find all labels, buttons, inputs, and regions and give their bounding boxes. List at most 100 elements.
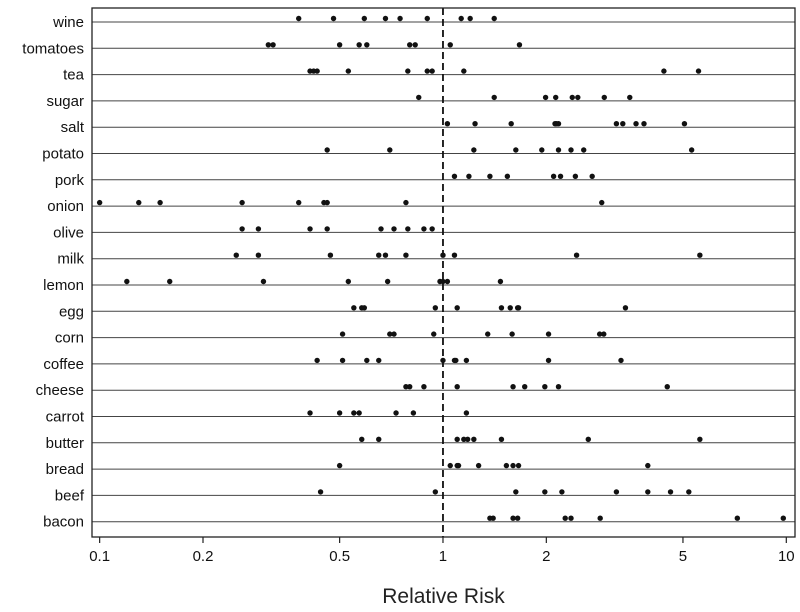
point-egg-5 [498, 305, 505, 311]
x-tick-label-2: 2 [542, 548, 550, 565]
x-tick-label-0.1: 0.1 [89, 548, 110, 565]
point-pork-2 [487, 173, 493, 179]
point-carrot-0 [307, 410, 313, 416]
point-butter-8 [697, 436, 703, 442]
point-salt-5 [553, 121, 560, 127]
category-rows: wine tomatoes tea sugar salt potato pork onion o… [22, 14, 795, 531]
point-olive-5 [391, 226, 397, 232]
point-tomatoes-6 [412, 42, 418, 48]
point-potato-6 [568, 147, 574, 153]
point-pork-5 [557, 173, 564, 179]
point-beef-8 [686, 489, 692, 495]
point-olive-6 [405, 226, 411, 232]
point-cheese-0 [403, 384, 409, 390]
point-cheese-6 [542, 384, 548, 390]
point-bread-8 [645, 462, 651, 469]
point-onion-4 [296, 199, 302, 206]
point-sugar-0 [416, 94, 422, 101]
point-bread-0 [336, 462, 343, 469]
x-tick-label-0.2: 0.2 [193, 548, 214, 565]
point-sugar-3 [553, 94, 559, 101]
point-beef-6 [645, 489, 651, 495]
point-pork-1 [466, 173, 472, 179]
x-tick-label-5: 5 [679, 548, 687, 565]
point-coffee-9 [618, 357, 624, 364]
point-beef-3 [542, 489, 548, 495]
point-tea-9 [695, 68, 702, 74]
point-cheese-2 [421, 384, 427, 390]
point-coffee-4 [440, 357, 446, 364]
point-pork-7 [589, 173, 595, 179]
category-label-bread: bread [46, 461, 84, 478]
category-label-onion: onion [47, 198, 84, 215]
point-onion-1 [136, 199, 142, 206]
point-milk-9 [697, 252, 703, 258]
point-butter-6 [498, 436, 505, 442]
point-coffee-7 [463, 357, 470, 364]
point-egg-6 [507, 305, 513, 311]
point-butter-1 [376, 436, 382, 442]
point-corn-8 [601, 331, 607, 337]
point-coffee-0 [314, 357, 320, 364]
point-bacon-4 [562, 515, 568, 521]
point-cheese-1 [407, 384, 413, 390]
point-milk-0 [233, 252, 239, 258]
point-sugar-2 [542, 94, 549, 101]
point-corn-4 [485, 331, 491, 337]
point-carrot-3 [356, 410, 362, 416]
point-bread-4 [475, 462, 482, 469]
point-corn-6 [545, 331, 552, 337]
point-pork-3 [504, 173, 511, 179]
x-tick-label-0.5: 0.5 [329, 548, 350, 565]
point-salt-10 [681, 121, 688, 127]
point-coffee-3 [376, 357, 382, 364]
point-bacon-2 [510, 515, 516, 521]
point-salt-0 [444, 121, 451, 127]
point-corn-0 [339, 331, 346, 337]
point-olive-7 [421, 226, 427, 232]
point-bread-3 [455, 462, 462, 469]
point-bacon-1 [490, 515, 496, 521]
point-lemon-0 [124, 278, 130, 285]
point-milk-6 [440, 252, 446, 258]
point-beef-5 [613, 489, 620, 495]
category-label-coffee: coffee [43, 356, 84, 373]
point-milk-2 [327, 252, 334, 258]
point-butter-3 [461, 436, 467, 442]
point-lemon-8 [497, 278, 504, 285]
point-onion-3 [239, 199, 245, 206]
point-milk-5 [403, 252, 409, 258]
point-pork-4 [550, 173, 557, 179]
point-potato-2 [471, 147, 477, 153]
category-label-lemon: lemon [43, 277, 84, 294]
point-butter-5 [471, 436, 477, 442]
point-tea-2 [314, 68, 320, 74]
point-bacon-6 [597, 515, 603, 521]
category-label-cheese: cheese [36, 382, 84, 399]
point-wine-1 [330, 15, 337, 22]
point-wine-0 [296, 15, 302, 22]
point-wine-8 [491, 15, 497, 22]
point-butter-0 [359, 436, 365, 442]
point-cheese-5 [522, 384, 528, 390]
category-label-tea: tea [63, 67, 85, 84]
point-potato-8 [688, 147, 695, 153]
point-carrot-6 [463, 410, 470, 416]
point-wine-6 [458, 15, 464, 22]
point-tomatoes-4 [364, 42, 370, 48]
point-potato-0 [324, 147, 330, 153]
point-carrot-2 [351, 410, 357, 416]
point-salt-7 [620, 121, 626, 127]
category-label-egg: egg [59, 303, 84, 320]
point-wine-7 [467, 15, 473, 22]
point-bacon-5 [568, 515, 574, 521]
point-cheese-7 [555, 384, 562, 390]
point-potato-1 [387, 147, 393, 153]
point-sugar-6 [601, 94, 607, 101]
point-coffee-2 [364, 357, 370, 364]
point-lemon-4 [384, 278, 391, 285]
point-cheese-8 [664, 384, 670, 390]
point-bacon-7 [734, 515, 741, 521]
point-corn-2 [391, 331, 397, 337]
x-tick-label-10: 10 [778, 548, 795, 565]
